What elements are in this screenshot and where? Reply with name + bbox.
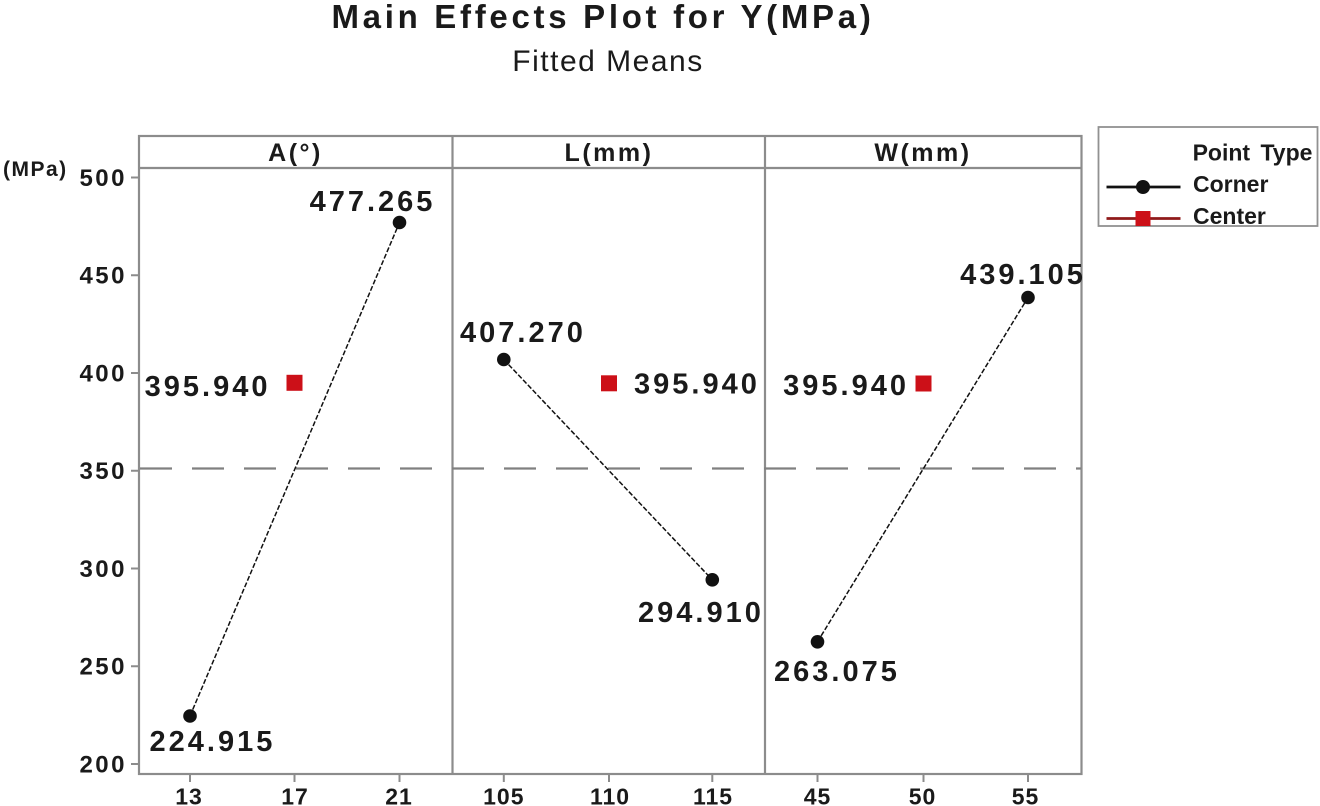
svg-text:250: 250	[79, 654, 127, 681]
svg-text:13: 13	[175, 784, 203, 806]
svg-text:Corner: Corner	[1193, 171, 1268, 197]
svg-text:Main Effects Plot for Y(MPa): Main Effects Plot for Y(MPa)	[331, 0, 874, 35]
svg-text:450: 450	[79, 263, 127, 290]
svg-text:200: 200	[79, 752, 127, 779]
svg-text:350: 350	[79, 458, 127, 485]
svg-text:21: 21	[385, 784, 413, 806]
svg-text:17: 17	[281, 784, 309, 806]
svg-text:(MPa): (MPa)	[3, 158, 68, 181]
svg-text:395.940: 395.940	[634, 369, 760, 401]
svg-text:105: 105	[483, 784, 524, 806]
svg-text:477.265: 477.265	[310, 186, 436, 218]
svg-text:407.270: 407.270	[460, 317, 586, 349]
svg-text:50: 50	[909, 784, 937, 806]
svg-text:55: 55	[1012, 784, 1040, 806]
svg-text:500: 500	[79, 165, 127, 192]
svg-text:300: 300	[79, 556, 127, 583]
svg-text:Fitted Means: Fitted Means	[512, 45, 703, 78]
svg-text:395.940: 395.940	[145, 371, 271, 403]
svg-text:224.915: 224.915	[150, 726, 276, 758]
svg-text:45: 45	[804, 784, 832, 806]
svg-text:110: 110	[590, 784, 630, 806]
svg-text:294.910: 294.910	[638, 597, 764, 629]
svg-text:Center: Center	[1193, 203, 1266, 229]
svg-text:Point Type: Point Type	[1193, 140, 1313, 166]
svg-text:L(mm): L(mm)	[565, 139, 654, 167]
svg-text:115: 115	[693, 784, 733, 806]
svg-text:439.105: 439.105	[960, 259, 1086, 291]
svg-text:263.075: 263.075	[774, 656, 900, 688]
svg-text:A(°): A(°)	[268, 139, 323, 167]
svg-text:395.940: 395.940	[783, 370, 909, 402]
svg-text:400: 400	[79, 361, 127, 388]
svg-text:W(mm): W(mm)	[874, 139, 971, 167]
